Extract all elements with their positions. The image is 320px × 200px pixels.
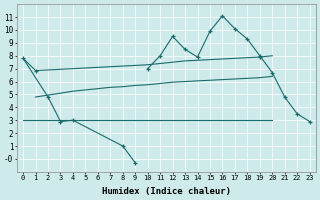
X-axis label: Humidex (Indice chaleur): Humidex (Indice chaleur) bbox=[102, 187, 231, 196]
